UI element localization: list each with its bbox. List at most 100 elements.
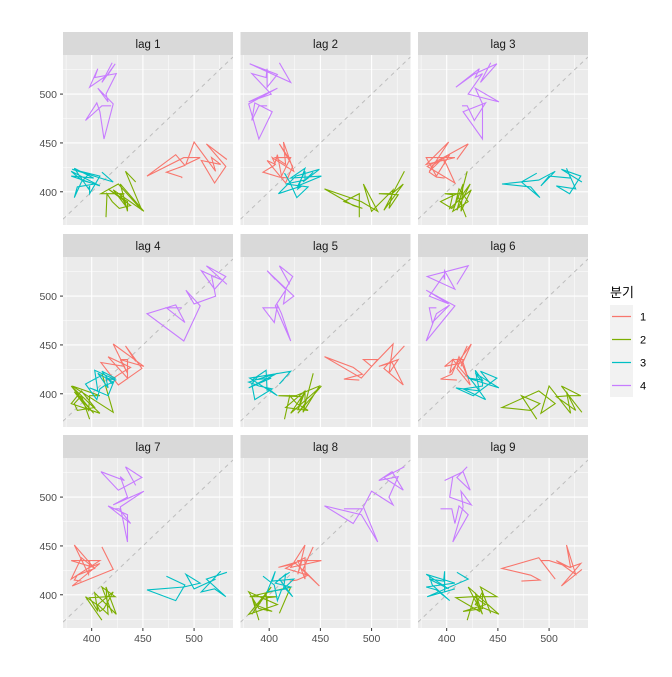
series-line-quarter-1 (440, 343, 472, 386)
panel-title: lag 6 (491, 241, 516, 253)
panel-title: lag 7 (136, 442, 161, 454)
panel-lag-9: lag 9 400 450 500 (418, 435, 588, 645)
y-tick-label: 500 (39, 492, 57, 504)
panel-strip (418, 234, 588, 257)
panel-strip (240, 234, 411, 257)
x-tick-label: 500 (540, 633, 558, 645)
series-line-quarter-1 (424, 141, 469, 185)
series-line-quarter-2 (454, 585, 500, 621)
y-tick-label: 500 (39, 291, 57, 303)
legend-label: 3 (640, 358, 646, 370)
series-line-quarter-3 (146, 570, 228, 602)
panel-background (240, 458, 411, 628)
series-line-quarter-1 (146, 140, 228, 185)
series-line-quarter-4 (425, 264, 470, 342)
y-tick-label: 450 (39, 541, 57, 553)
series-line-quarter-2 (85, 585, 117, 621)
panel-title: lag 3 (491, 39, 516, 51)
panel-lag-5: lag 5 (240, 234, 411, 427)
series-line-quarter-4 (324, 466, 405, 543)
series-line-quarter-3 (455, 369, 500, 401)
series-line-quarter-4 (440, 466, 473, 543)
legend: 분기 1 2 3 4 (610, 285, 646, 397)
series-line-quarter-1 (499, 544, 583, 587)
panel-strip (63, 435, 233, 458)
series-line-quarter-3 (262, 571, 296, 603)
panel-plot-area (63, 56, 233, 220)
series-line-quarter-4 (261, 265, 295, 342)
series-line-quarter-1 (69, 544, 114, 587)
legend-label: 2 (640, 335, 646, 347)
panel-strip (63, 234, 233, 257)
series-line-quarter-2 (439, 171, 472, 218)
panel-lag-2: lag 2 (240, 32, 411, 225)
panel-title: lag 9 (491, 442, 516, 454)
series-line-quarter-3 (70, 167, 114, 198)
panel-lag-8: lag 8 400 450 500 (240, 435, 411, 645)
identity-reference-line (418, 56, 588, 220)
x-tick-label: 500 (363, 633, 381, 645)
series-line-quarter-3 (247, 369, 293, 401)
panel-title: lag 8 (313, 442, 338, 454)
identity-reference-line (240, 459, 411, 623)
series-line-quarter-3 (501, 168, 583, 199)
series-line-quarter-4 (248, 62, 293, 141)
panel-title: lag 1 (136, 39, 161, 51)
panel-strip (240, 32, 411, 55)
x-tick-label: 450 (489, 633, 507, 645)
identity-reference-line (240, 258, 411, 422)
series-line-quarter-3 (278, 166, 322, 199)
series-line-quarter-2 (98, 170, 145, 218)
series-line-quarter-3 (84, 369, 117, 401)
identity-reference-line (63, 258, 233, 422)
panel-lag-3: lag 3 (418, 32, 588, 225)
panel-plot-area (418, 459, 588, 623)
x-tick-label: 450 (312, 633, 330, 645)
y-tick-label: 450 (39, 340, 57, 352)
x-tick-label: 500 (185, 633, 203, 645)
series-line-quarter-4 (145, 265, 228, 342)
x-tick-label: 450 (134, 633, 152, 645)
panel-plot-area (240, 258, 411, 422)
panel-title: lag 4 (136, 241, 162, 253)
panel-plot-area (63, 258, 233, 422)
series-line-quarter-2 (499, 384, 583, 420)
legend-label: 4 (640, 381, 646, 393)
panel-background (63, 458, 233, 628)
identity-reference-line (63, 56, 233, 220)
panel-lag-1: lag 1 400 450 500 (39, 32, 233, 225)
panel-plot-area (418, 258, 588, 422)
identity-reference-line (418, 459, 588, 623)
panel-lag-4: lag 4 400 450 500 (39, 234, 233, 427)
identity-reference-line (418, 258, 588, 422)
series-line-quarter-2 (324, 171, 405, 218)
series-line-quarter-4 (100, 466, 145, 543)
series-line-quarter-1 (99, 343, 145, 386)
panel-strip (63, 32, 233, 55)
panel-title: lag 2 (313, 39, 338, 51)
identity-reference-line (63, 459, 233, 623)
panel-background (63, 55, 233, 225)
panel-plot-area (63, 459, 233, 623)
series-line-quarter-2 (70, 373, 115, 420)
panel-strip (418, 32, 588, 55)
series-line-quarter-2 (247, 586, 292, 621)
panel-plot-area (240, 459, 411, 623)
y-tick-label: 450 (39, 138, 57, 150)
y-tick-label: 500 (39, 89, 57, 101)
series-line-quarter-1 (324, 342, 405, 386)
x-tick-label: 400 (260, 633, 278, 645)
y-tick-label: 400 (39, 389, 57, 401)
panel-strip (240, 435, 411, 458)
legend-title: 분기 (610, 285, 634, 300)
panel-background (418, 458, 588, 628)
panel-background (240, 257, 411, 427)
panel-lag-7: lag 7 400 450 500 400 450 500 (39, 435, 233, 645)
panel-background (418, 55, 588, 225)
series-line-quarter-1 (278, 544, 322, 587)
x-tick-label: 400 (438, 633, 456, 645)
series-line-quarter-2 (278, 373, 322, 420)
panel-lag-6: lag 6 (418, 234, 588, 427)
panel-background (63, 257, 233, 427)
